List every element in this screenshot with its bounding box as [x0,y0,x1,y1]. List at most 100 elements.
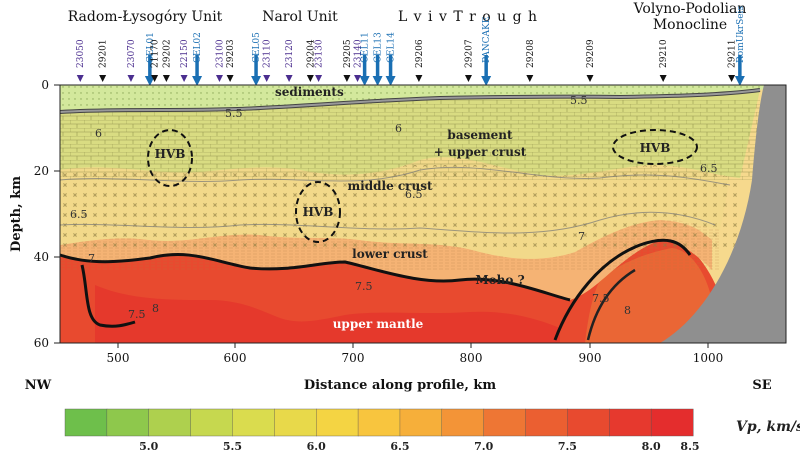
station-triangle [306,75,314,82]
hvb-body-west [147,129,193,187]
y-tick-label: 0 [41,78,49,92]
station-marker: 23130 [315,39,325,82]
station-triangle [162,75,170,82]
station-marker: 29204 [306,39,316,82]
station-triangle [464,75,472,82]
station-arrow-head [372,76,383,86]
zone-label-hvb-central: HVB [303,205,334,219]
station-triangle [659,75,667,82]
colorbar-swatch [64,408,108,437]
colorbar-swatch [441,408,485,437]
y-tick-label: 20 [34,164,49,178]
contour-label: 7.5 [128,308,146,321]
y-tick-label: 60 [34,336,49,350]
station-marker: 29206 [415,39,425,82]
station-triangle [526,75,534,82]
station-label: CEL11 [361,32,371,63]
station-marker: RomUkrSeis [734,6,746,86]
station-label: 23140 [354,39,364,68]
station-marker: 29207 [464,39,474,82]
station-label: 23070 [127,39,137,68]
station-triangle [151,75,159,82]
station-label: 29205 [343,39,353,68]
colorbar-swatch [106,408,150,437]
station-triangle [315,75,323,82]
unit-label-volyno: Volyno-Podolian [633,1,747,17]
colorbar-tick-label: 8.0 [642,440,661,453]
colorbar-swatch [190,408,233,437]
colorbar-swatch [650,408,694,437]
contour-label: 7 [578,230,585,243]
station-label: 22150 [180,39,190,68]
contour-label: 6 [95,127,102,140]
colorbar-tick-label: 7.5 [558,440,577,453]
station-marker: 23120 [285,39,295,82]
station-triangle [226,75,234,82]
station-label: 29210 [659,39,669,68]
station-marker: 23070 [127,39,137,82]
station-label: RomUkrSeis [736,6,746,63]
station-label: CEL05 [252,32,262,63]
contour-7-5-east [586,268,636,341]
station-arrow-head [251,76,262,86]
station-label: 29209 [586,39,596,68]
station-triangle [354,75,362,82]
station-triangle [415,75,423,82]
station-arrow-head [385,76,396,86]
station-label: 23110 [263,39,273,68]
station-label: 29206 [415,39,425,68]
se-direction-label: SE [752,378,771,393]
colorbar-swatch [274,408,317,437]
station-arrow-head [192,76,203,86]
station-marker: CEL01 [144,32,156,86]
station-marker: 29209 [586,39,596,82]
y-axis-title: Depth, km [9,176,24,252]
station-label: 29208 [526,39,536,68]
station-label: CEL13 [374,32,384,63]
station-label: 23120 [285,39,295,68]
colorbar-tick-label: 6.5 [390,440,409,453]
unit-label-monocline: Monocline [653,17,727,33]
colorbar-tick-label: 5.0 [139,440,158,453]
station-marker: 21170 [151,39,161,82]
velocity-colorbar: 5.0 5.5 6.0 6.5 7.0 7.5 8.0 8.5 [64,408,700,453]
station-label: 29201 [99,39,109,68]
station-label: 29203 [226,39,236,68]
x-tick-label: 1000 [693,351,724,365]
station-marker: 29202 [162,39,172,82]
x-tick-label: 500 [107,351,130,365]
nw-direction-label: NW [25,378,52,393]
station-marker: 29210 [659,39,669,82]
colorbar-swatch [483,408,527,437]
terrain-wedge [660,85,786,343]
mantle-east-zone [585,248,720,343]
station-triangle [263,75,271,82]
y-tick-label: 40 [34,250,49,264]
station-marker: 23140 [354,39,364,82]
x-axis-title: Distance along profile, km [304,378,497,393]
contour-label: 7.5 [592,292,610,305]
contour-label: 8 [152,302,159,315]
contour-label: 6.5 [405,188,423,201]
station-arrow-head [481,76,492,86]
station-label: CEL02 [193,32,203,63]
colorbar-tick-label: 5.5 [223,440,242,453]
colorbar-tick-label: 8.5 [680,440,699,453]
colorbar-swatch [316,408,359,437]
zone-label-upper-crust: + upper crust [434,145,527,159]
station-marker: 29203 [226,39,236,82]
colorbar-swatch [399,408,443,437]
station-arrow-head [144,76,155,86]
station-label: 23050 [76,39,86,68]
zone-label-upper-mantle: upper mantle [333,317,424,331]
colorbar-swatch [525,408,568,437]
station-marker: PANCAKE [481,17,492,86]
x-tick-label: 600 [224,351,247,365]
station-label: 23100 [215,39,225,68]
station-label: 21170 [151,39,161,68]
station-label: PANCAKE [482,17,492,63]
station-marker: CEL05 [251,32,262,86]
station-label: 29202 [162,39,172,68]
contour-label: 7 [88,252,95,265]
